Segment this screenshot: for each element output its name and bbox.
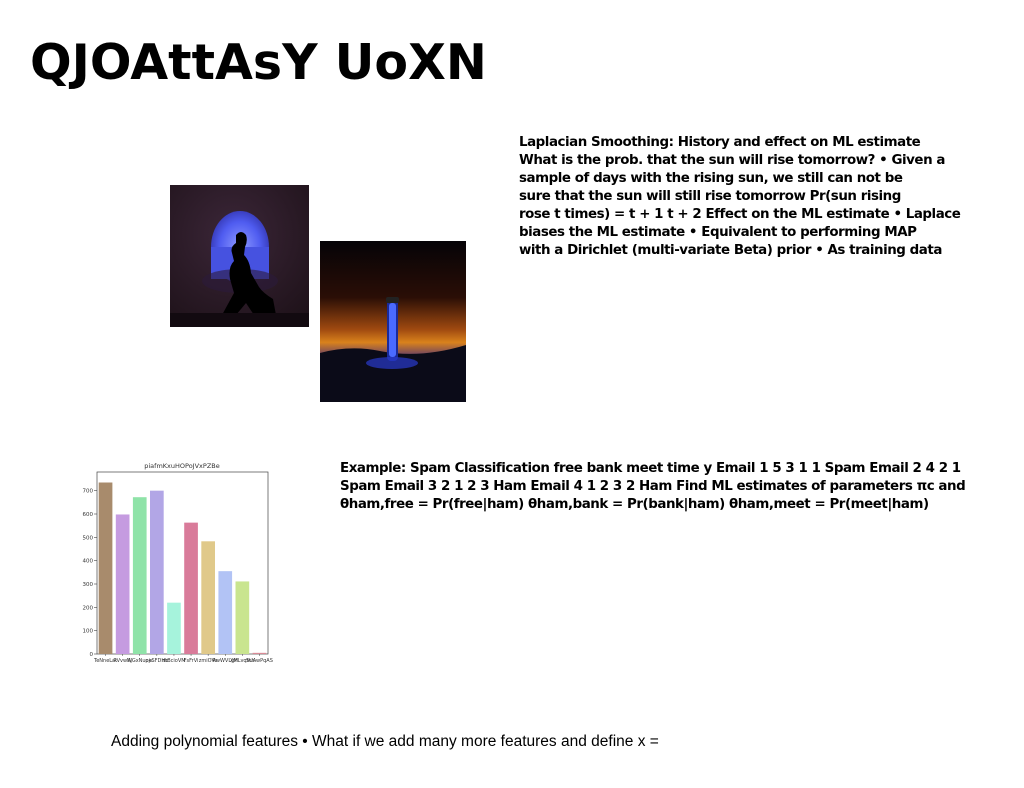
text-line: rose t times) = t + 1 t + 2 Effect on th… [519,206,1019,224]
x-tick-label: mBcioVM [162,658,185,664]
text-line: Laplacian Smoothing: History and effect … [519,134,1019,152]
bar [218,571,232,654]
y-tick-label: 200 [83,605,94,611]
slide-title: QJOAttAsY UoXN [30,34,487,92]
sunset-light-photo [320,241,466,402]
y-tick-label: 600 [83,512,94,518]
y-tick-label: 700 [83,489,94,495]
text-line: Example: Spam Classification free bank m… [340,460,1024,478]
bar-chart-svg: piafmKxuHOPoJVxPZBe 0 100 200 300 400 500 600 7… [78,457,278,672]
y-tick-label: 100 [83,629,94,635]
y-tick-label: 400 [83,559,94,565]
text-line: biases the ML estimate • Equivalent to p… [519,224,1019,242]
silhouette-photo [170,185,309,327]
text-line: Spam Email 3 2 1 2 3 Ham Email 4 1 2 3 2… [340,478,1024,496]
bar [133,497,147,654]
bar [253,653,267,654]
text-line: sure that the sun will still rise tomorr… [519,188,1019,206]
bar [184,523,198,654]
text-line: What is the prob. that the sun will rise… [519,152,1019,170]
bar [167,603,181,654]
text-line: sample of days with the rising sun, we s… [519,170,1019,188]
bar [150,491,164,654]
y-tick-label: 0 [90,652,94,658]
bar [201,541,215,654]
laplacian-smoothing-text: Laplacian Smoothing: History and effect … [519,134,1019,260]
bar [116,514,130,654]
spam-example-text: Example: Spam Classification free bank m… [340,460,1024,514]
bar-chart: piafmKxuHOPoJVxPZBe 0 100 200 300 400 500 600 7… [78,457,278,672]
x-tick-label: FsFrVi [184,658,199,664]
sunset-light-photo-graphic [320,241,466,402]
chart-title: piafmKxuHOPoJVxPZBe [144,462,219,470]
x-tick-label: SUAwPqAS [246,658,273,664]
footer-text: Adding polynomial features • What if we … [111,732,659,752]
text-line: θham,free = Pr(free|ham) θham,bank = Pr(… [340,496,1024,514]
y-tick-label: 500 [83,535,94,541]
bar [236,581,250,654]
text-line: with a Dirichlet (multi-variate Beta) pr… [519,242,1019,260]
silhouette-photo-graphic [170,185,309,327]
bar [99,483,113,655]
y-tick-label: 300 [83,582,94,588]
